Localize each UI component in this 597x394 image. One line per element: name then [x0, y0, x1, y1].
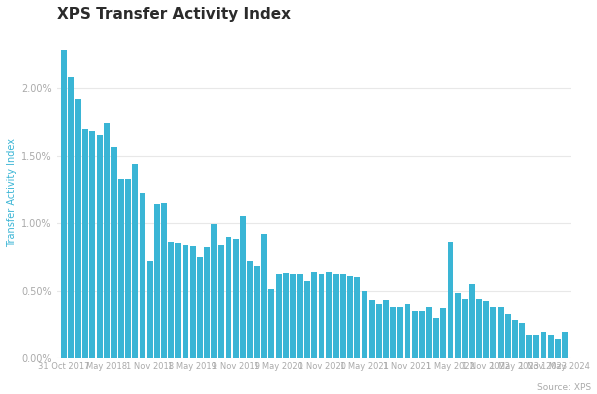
- Bar: [319, 274, 325, 358]
- Bar: [419, 311, 424, 358]
- Bar: [541, 333, 546, 358]
- Bar: [147, 261, 153, 358]
- Text: XPS Transfer Activity Index: XPS Transfer Activity Index: [57, 7, 291, 22]
- Bar: [125, 178, 131, 358]
- Bar: [61, 50, 67, 358]
- Bar: [133, 164, 139, 358]
- Bar: [448, 242, 453, 358]
- Bar: [140, 193, 146, 358]
- Bar: [433, 318, 439, 358]
- Bar: [261, 234, 267, 358]
- Bar: [240, 216, 246, 358]
- Bar: [312, 272, 318, 358]
- Bar: [412, 311, 417, 358]
- Bar: [333, 274, 339, 358]
- Bar: [441, 308, 446, 358]
- Bar: [326, 272, 332, 358]
- Bar: [154, 204, 160, 358]
- Bar: [476, 299, 482, 358]
- Bar: [97, 135, 103, 358]
- Bar: [204, 247, 210, 358]
- Bar: [534, 335, 539, 358]
- Bar: [505, 314, 510, 358]
- Bar: [340, 274, 346, 358]
- Bar: [462, 299, 467, 358]
- Bar: [269, 289, 275, 358]
- Bar: [362, 291, 368, 358]
- Bar: [519, 323, 525, 358]
- Bar: [183, 245, 189, 358]
- Bar: [426, 307, 432, 358]
- Bar: [118, 178, 124, 358]
- Bar: [297, 274, 303, 358]
- Bar: [304, 281, 310, 358]
- Bar: [527, 335, 532, 358]
- Bar: [68, 77, 74, 358]
- Bar: [512, 320, 518, 358]
- Bar: [90, 131, 96, 358]
- Bar: [390, 307, 396, 358]
- Bar: [283, 273, 289, 358]
- Bar: [455, 293, 460, 358]
- Bar: [383, 300, 389, 358]
- Bar: [104, 123, 110, 358]
- Y-axis label: Transfer Activity Index: Transfer Activity Index: [7, 138, 17, 247]
- Text: Source: XPS: Source: XPS: [537, 383, 591, 392]
- Bar: [290, 274, 296, 358]
- Bar: [498, 307, 503, 358]
- Bar: [219, 245, 224, 358]
- Bar: [548, 335, 553, 358]
- Bar: [176, 243, 181, 358]
- Bar: [82, 128, 88, 358]
- Bar: [484, 301, 489, 358]
- Bar: [562, 333, 568, 358]
- Bar: [555, 339, 561, 358]
- Bar: [369, 300, 375, 358]
- Bar: [276, 274, 282, 358]
- Bar: [247, 261, 253, 358]
- Bar: [226, 236, 232, 358]
- Bar: [254, 266, 260, 358]
- Bar: [168, 242, 174, 358]
- Bar: [491, 307, 496, 358]
- Bar: [376, 304, 382, 358]
- Bar: [405, 304, 410, 358]
- Bar: [469, 284, 475, 358]
- Bar: [190, 246, 196, 358]
- Bar: [197, 257, 203, 358]
- Bar: [161, 203, 167, 358]
- Bar: [211, 225, 217, 358]
- Bar: [355, 277, 361, 358]
- Bar: [347, 276, 353, 358]
- Bar: [111, 147, 117, 358]
- Bar: [75, 99, 81, 358]
- Bar: [233, 239, 239, 358]
- Bar: [398, 307, 403, 358]
